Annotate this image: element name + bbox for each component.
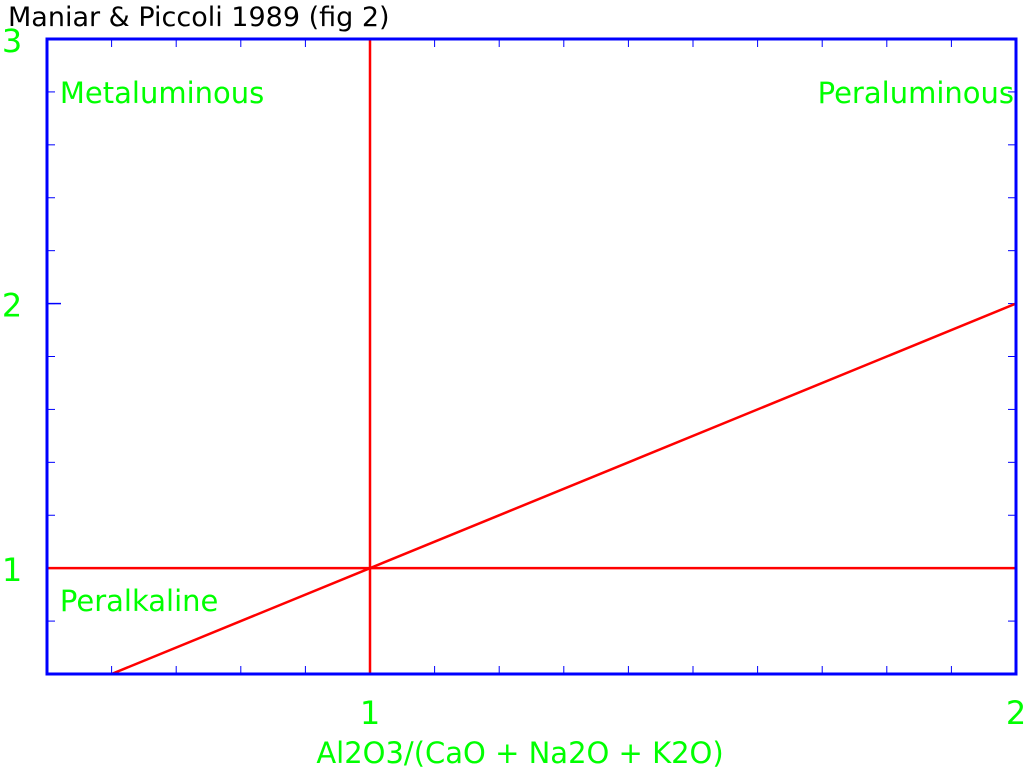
region-label-peralkaline: Peralkaline bbox=[60, 584, 218, 618]
region-label-metaluminous: Metaluminous bbox=[60, 76, 264, 110]
x-axis-label: Al2O3/(CaO + Na2O + K2O) bbox=[316, 736, 723, 768]
y-tick-label: 2 bbox=[2, 287, 22, 325]
plot-frame bbox=[45, 37, 1018, 676]
y-tick-label: 1 bbox=[2, 551, 22, 589]
x-tick-label: 2 bbox=[1006, 694, 1024, 732]
region-label-peraluminous: Peraluminous bbox=[818, 76, 1014, 110]
y-tick-label: 3 bbox=[2, 22, 22, 60]
series-line-3 bbox=[108, 302, 1016, 674]
x-tick-label: 1 bbox=[360, 694, 380, 732]
chart-title: Maniar & Piccoli 1989 (fig 2) bbox=[8, 2, 390, 33]
